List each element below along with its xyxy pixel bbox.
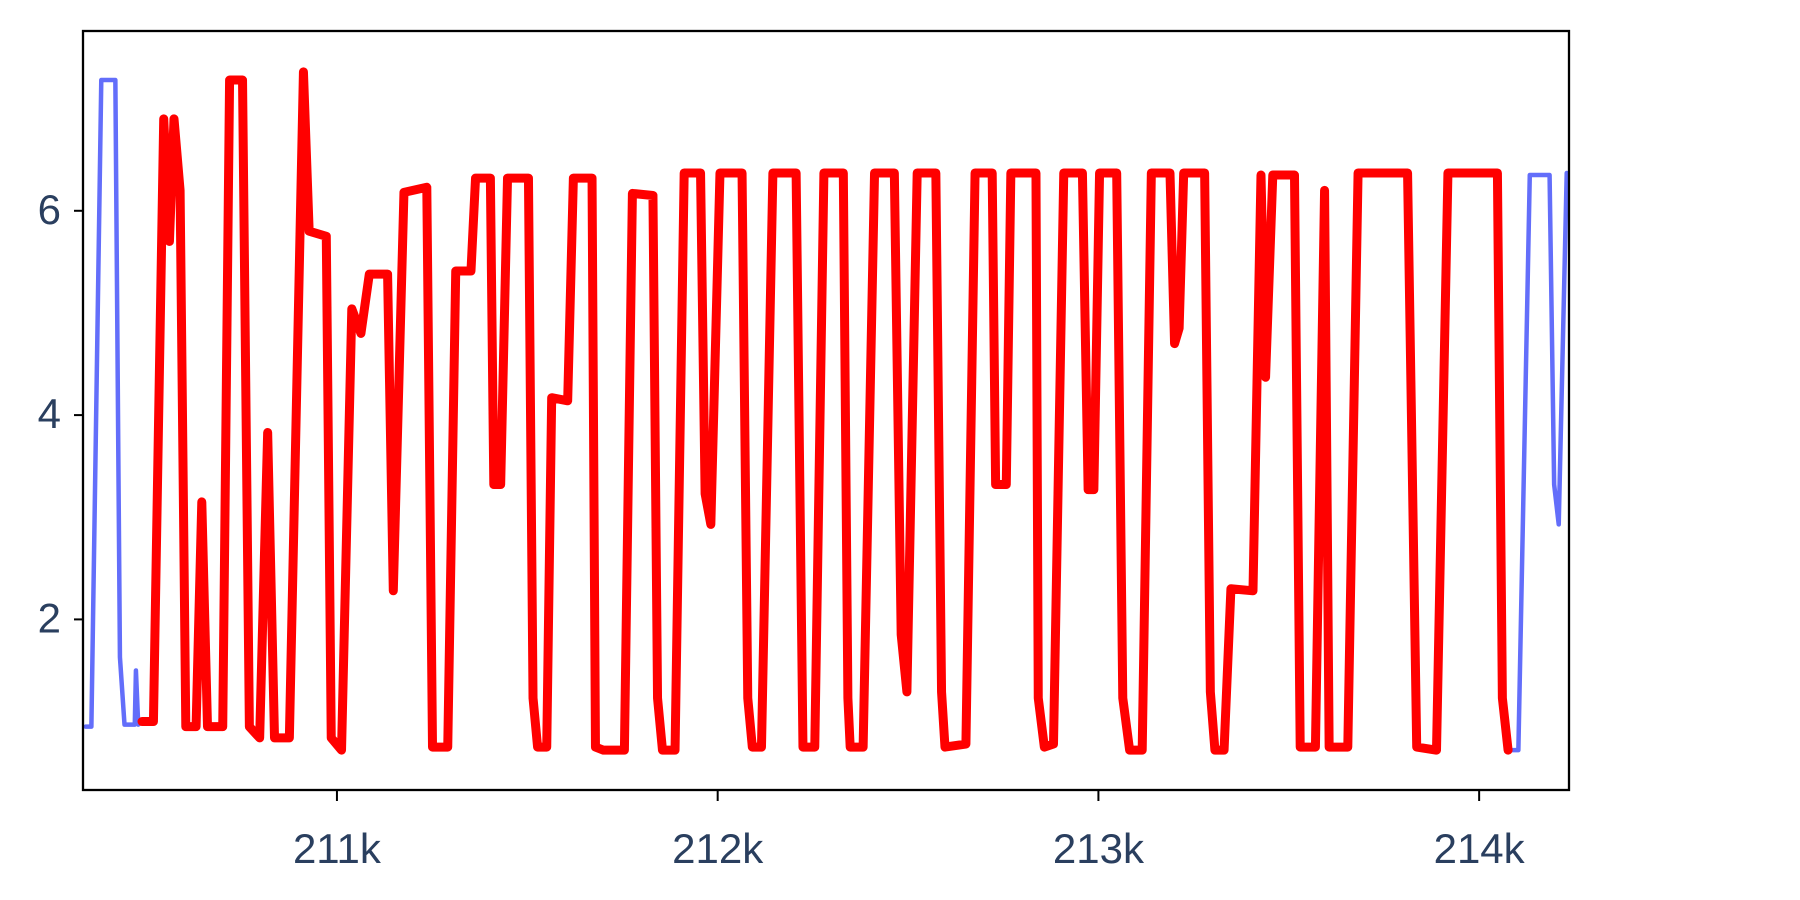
x-tick-label: 213k [1053,825,1145,872]
x-tick-label: 214k [1434,825,1526,872]
series-line [83,77,1569,753]
y-tick-label: 6 [38,186,61,233]
series-line [137,67,1513,755]
y-tick-label: 2 [38,594,61,641]
plot-area [83,67,1569,755]
x-tick-label: 212k [672,825,764,872]
x-tick-label: 211k [293,825,382,872]
plot-frame [81,29,1571,792]
y-tick-label: 4 [38,390,61,437]
